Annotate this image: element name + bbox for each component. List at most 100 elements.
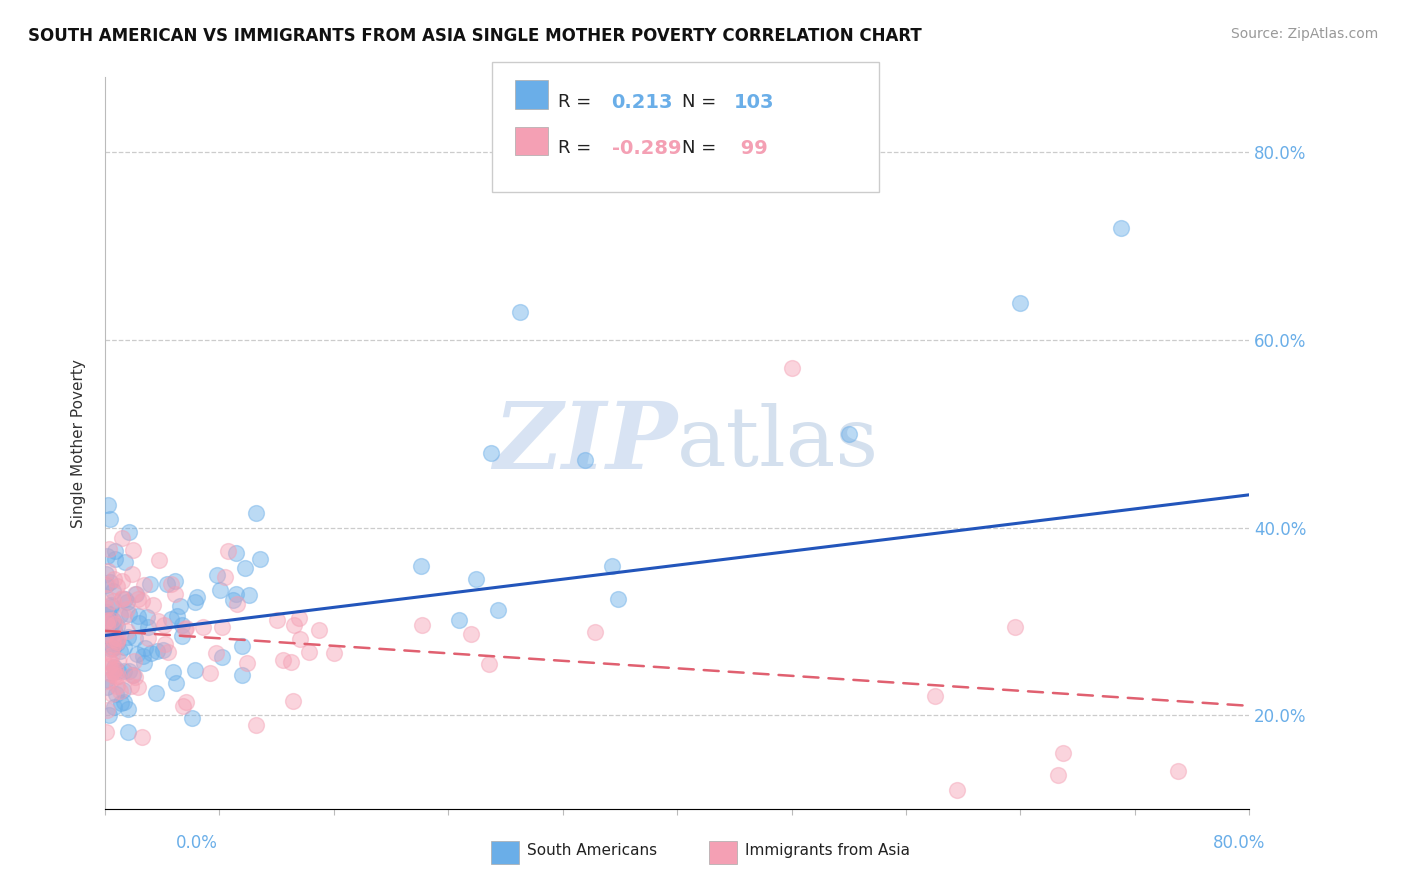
Point	[101, 664, 124, 678]
Point	[117, 724, 139, 739]
Point	[127, 592, 149, 607]
Point	[124, 587, 146, 601]
Point	[132, 577, 155, 591]
Point	[105, 687, 128, 701]
Point	[231, 640, 253, 654]
Point	[103, 621, 125, 635]
Text: Immigrants from Asia: Immigrants from Asia	[745, 844, 910, 858]
Text: -0.289: -0.289	[612, 139, 681, 158]
Point	[101, 583, 124, 598]
Point	[156, 577, 179, 591]
Text: 80.0%: 80.0%	[1213, 834, 1265, 852]
Point	[117, 631, 139, 645]
Point	[96, 617, 118, 632]
Point	[111, 531, 134, 545]
Point	[103, 613, 125, 627]
Point	[245, 506, 267, 520]
Point	[124, 631, 146, 645]
Point	[411, 558, 433, 573]
Text: 0.213: 0.213	[612, 93, 673, 112]
Text: 103: 103	[734, 93, 775, 112]
Point	[103, 572, 125, 586]
Point	[460, 626, 482, 640]
Point	[159, 612, 181, 626]
Point	[180, 711, 202, 725]
Point	[100, 666, 122, 681]
Point	[104, 670, 127, 684]
Point	[97, 653, 120, 667]
Point	[97, 612, 120, 626]
Point	[97, 565, 120, 579]
Point	[780, 361, 803, 376]
Point	[838, 426, 860, 441]
Point	[134, 641, 156, 656]
Point	[100, 599, 122, 613]
Point	[145, 686, 167, 700]
Point	[118, 607, 141, 621]
Point	[97, 613, 120, 627]
Point	[1052, 746, 1074, 760]
Point	[148, 614, 170, 628]
Point	[1010, 295, 1032, 310]
Point	[139, 646, 162, 660]
Point	[173, 622, 195, 636]
Point	[478, 657, 501, 671]
Point	[162, 665, 184, 680]
Point	[583, 624, 606, 639]
Point	[165, 574, 187, 588]
Point	[214, 570, 236, 584]
Point	[97, 659, 120, 673]
Point	[104, 616, 127, 631]
Point	[198, 665, 221, 680]
Point	[96, 601, 118, 615]
Point	[98, 615, 121, 630]
Point	[105, 679, 128, 693]
Point	[115, 624, 138, 639]
Point	[464, 572, 486, 586]
Point	[101, 594, 124, 608]
Point	[105, 636, 128, 650]
Point	[142, 599, 165, 613]
Point	[117, 595, 139, 609]
Point	[103, 638, 125, 652]
Point	[127, 681, 149, 695]
Point	[111, 574, 134, 589]
Point	[411, 617, 433, 632]
Point	[101, 640, 124, 655]
Point	[96, 549, 118, 564]
Point	[249, 552, 271, 566]
Point	[103, 660, 125, 674]
Point	[165, 676, 187, 690]
Point	[105, 635, 128, 649]
Point	[98, 607, 121, 621]
Point	[114, 592, 136, 607]
Point	[96, 703, 118, 717]
Point	[600, 559, 623, 574]
Point	[205, 568, 228, 582]
Text: N =: N =	[682, 93, 721, 111]
Point	[97, 708, 120, 723]
Point	[96, 578, 118, 592]
Point	[108, 684, 131, 698]
Point	[96, 725, 118, 739]
Text: R =: R =	[558, 93, 598, 111]
Point	[288, 610, 311, 624]
Text: N =: N =	[682, 139, 721, 157]
Point	[308, 624, 330, 638]
Point	[184, 663, 207, 677]
Point	[924, 689, 946, 703]
Point	[96, 612, 118, 626]
Point	[226, 597, 249, 611]
Point	[105, 619, 128, 633]
Point	[211, 649, 233, 664]
Point	[101, 641, 124, 656]
Point	[157, 645, 180, 659]
Text: 99: 99	[734, 139, 768, 158]
Point	[111, 591, 134, 606]
Point	[103, 699, 125, 714]
Point	[104, 551, 127, 566]
Point	[96, 591, 118, 606]
Point	[118, 664, 141, 678]
Point	[266, 614, 288, 628]
Point	[103, 624, 125, 638]
